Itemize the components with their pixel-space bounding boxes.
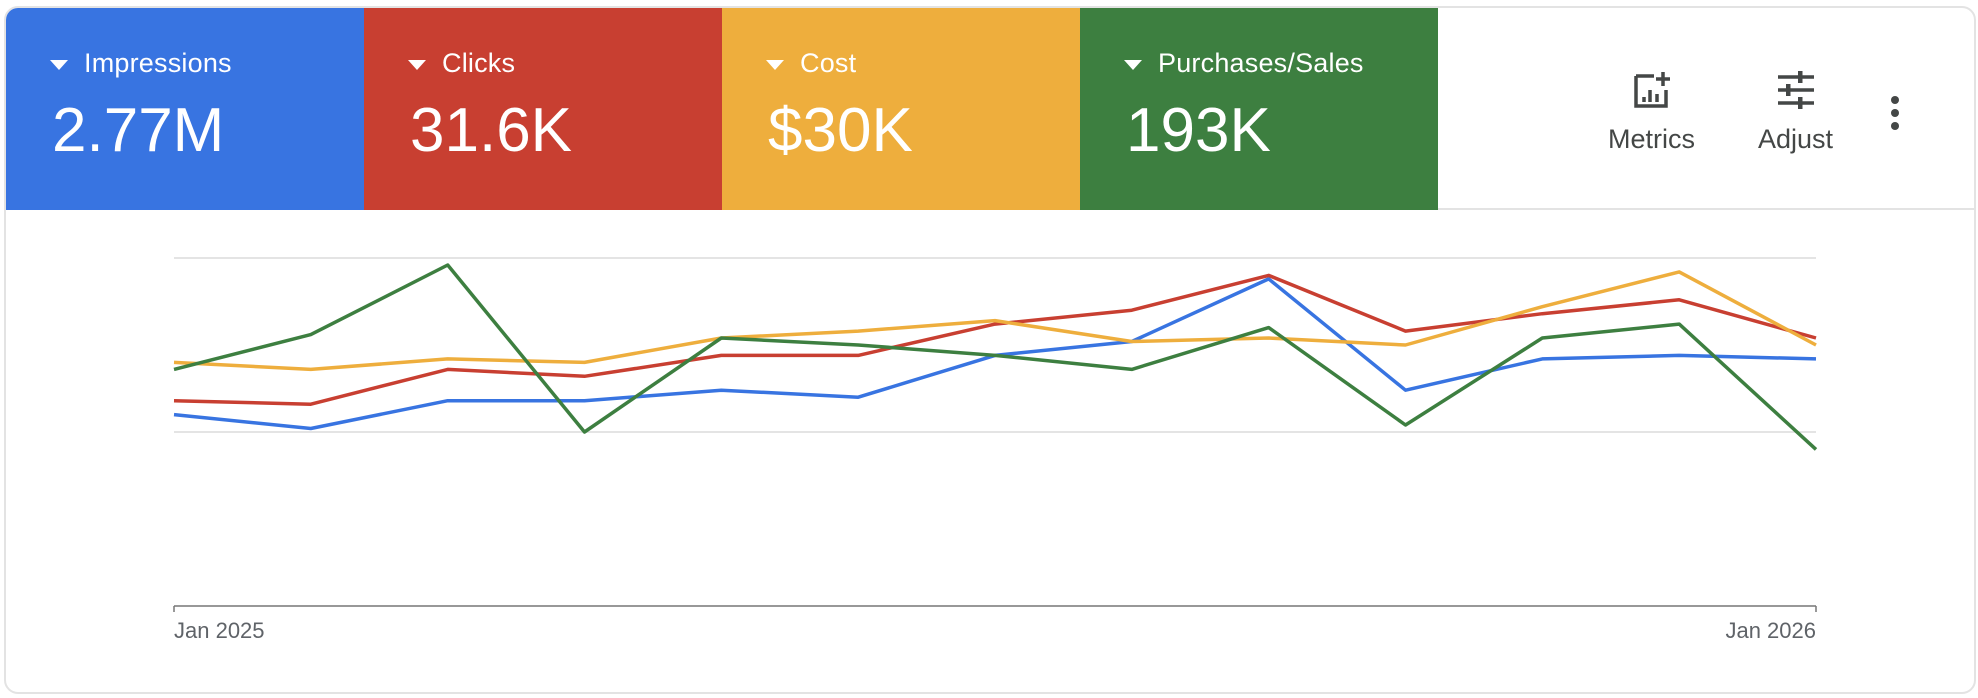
adjust-button[interactable]: Adjust <box>1758 70 1833 155</box>
metric-tile-clicks[interactable]: Clicks 31.6K <box>364 8 722 210</box>
metric-label: Purchases/Sales <box>1158 48 1364 78</box>
x-tick-label-start: Jan 2025 <box>174 618 265 643</box>
metric-tile-header: Clicks <box>408 48 515 79</box>
metric-tile-header: Purchases/Sales <box>1124 48 1364 79</box>
metric-tile-header: Cost <box>766 48 856 79</box>
tune-icon <box>1777 71 1814 109</box>
metric-tile-purchases-sales[interactable]: Purchases/Sales 193K <box>1080 8 1438 210</box>
dropdown-arrow-icon[interactable] <box>766 59 784 70</box>
x-tick-label-end: Jan 2026 <box>1725 618 1816 643</box>
performance-card: Impressions 2.77M Clicks 31.6K Cost $30K… <box>4 6 1976 694</box>
metric-value: 2.77M <box>52 96 225 165</box>
metric-label: Impressions <box>84 48 232 78</box>
dropdown-arrow-icon[interactable] <box>1124 59 1142 70</box>
performance-line-chart: Jan 2025 Jan 2026 <box>173 257 1818 643</box>
metric-label: Cost <box>800 48 857 78</box>
more-vert-icon <box>1891 96 1899 130</box>
metric-value: $30K <box>768 96 913 165</box>
metric-tile-impressions[interactable]: Impressions 2.77M <box>6 8 364 210</box>
series-line-3 <box>173 270 1817 372</box>
metric-tile-header: Impressions <box>50 48 232 79</box>
metric-tiles: Impressions 2.77M Clicks 31.6K Cost $30K… <box>6 8 1438 210</box>
dropdown-arrow-icon[interactable] <box>50 59 68 70</box>
metrics-label: Metrics <box>1608 124 1695 154</box>
metrics-button[interactable]: Metrics <box>1608 70 1695 155</box>
metric-value: 193K <box>1126 96 1271 165</box>
metric-label: Clicks <box>442 48 516 78</box>
series-line-2 <box>173 273 1817 406</box>
chart-toolbar: Metrics Adjust <box>1438 8 1974 210</box>
more-options-button[interactable] <box>1888 94 1902 139</box>
dropdown-arrow-icon[interactable] <box>408 59 426 70</box>
add-chart-icon <box>1633 72 1670 108</box>
series-line-4 <box>173 263 1818 451</box>
metric-value: 31.6K <box>410 96 573 165</box>
metric-tile-cost[interactable]: Cost $30K <box>722 8 1080 210</box>
adjust-label: Adjust <box>1758 124 1834 154</box>
